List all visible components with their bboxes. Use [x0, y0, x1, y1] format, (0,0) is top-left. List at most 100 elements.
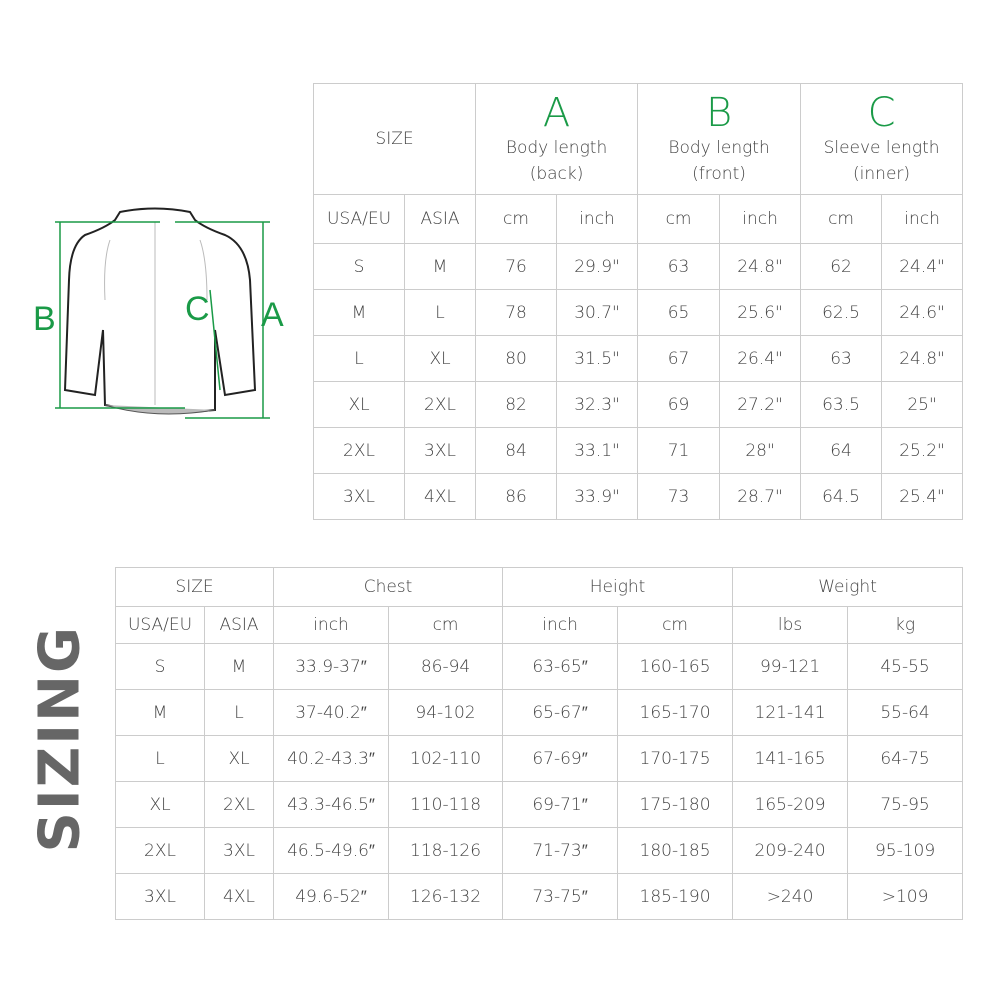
table-cell: 67 — [637, 335, 721, 382]
table-cell: 102-110 — [388, 735, 504, 782]
table-cell: 37-40.2″ — [273, 689, 390, 736]
table-row: 3XL 4XL 49.6-52″ 126-132 73-75″ 185-190 >240 >1… — [115, 873, 964, 920]
table-cell: 3XL — [313, 473, 405, 520]
table-cell: 84 — [475, 427, 558, 474]
table-cell: 40.2-43.3″ — [273, 735, 390, 782]
table-row: L XL 80 31.5" 67 26.4" 63 24.8" — [313, 335, 964, 382]
column-header: inch — [502, 606, 619, 644]
table-row: L XL 40.2-43.3″ 102-110 67-69″ 170-175 141-165… — [115, 735, 964, 782]
table-cell: 3XL — [403, 427, 477, 474]
table-cell: 4XL — [203, 873, 275, 920]
table-cell: 86 — [475, 473, 558, 520]
table-cell: 24.4" — [881, 243, 964, 290]
table-cell: 24.8" — [719, 243, 802, 290]
column-header: USA/EU — [115, 606, 205, 644]
size-header: SIZE — [312, 83, 477, 195]
table-cell: 180-185 — [617, 827, 734, 874]
column-header: inch — [719, 194, 802, 244]
table-cell: XL — [203, 735, 275, 782]
garment-measurements-table: SIZE A Body length (back) B Body length (fro… — [312, 83, 964, 520]
table-cell: 63.5 — [800, 381, 883, 428]
table-cell: 121-141 — [732, 689, 849, 736]
table-cell: 63-65″ — [502, 643, 619, 690]
table-row: M L 78 30.7" 65 25.6" 62.5 24.6" — [313, 289, 964, 336]
table-cell: S — [115, 643, 205, 690]
table-cell: XL — [115, 781, 205, 828]
table-cell: 73 — [637, 473, 721, 520]
table-cell: 24.6" — [881, 289, 964, 336]
table-cell: 64-75 — [847, 735, 964, 782]
table-cell: 141-165 — [732, 735, 849, 782]
table-cell: 33.9" — [556, 473, 639, 520]
column-header: ASIA — [203, 606, 275, 644]
table-cell: 69-71″ — [502, 781, 619, 828]
table-cell: 126-132 — [388, 873, 504, 920]
table-cell: 165-209 — [732, 781, 849, 828]
table-cell: M — [313, 289, 405, 336]
group-b-header: B Body length (front) — [637, 83, 802, 195]
table-cell: 2XL — [115, 827, 205, 874]
chest-header: Chest — [273, 567, 504, 607]
table-cell: 29.9" — [556, 243, 639, 290]
table-cell: 67-69″ — [502, 735, 619, 782]
table-row: XL 2XL 82 32.3" 69 27.2" 63.5 25" — [313, 381, 964, 428]
table-row: M L 37-40.2″ 94-102 65-67″ 165-170 121-141 55-6… — [115, 689, 964, 736]
table-cell: 27.2" — [719, 381, 802, 428]
column-header: cm — [800, 194, 883, 244]
table-cell: 25.2" — [881, 427, 964, 474]
table-cell: 26.4" — [719, 335, 802, 382]
table-cell: 28" — [719, 427, 802, 474]
height-header: Height — [502, 567, 734, 607]
table-cell: 31.5" — [556, 335, 639, 382]
column-header: lbs — [732, 606, 849, 644]
column-header: ASIA — [403, 194, 477, 244]
table-row: 2XL 3XL 46.5-49.6″ 118-126 71-73″ 180-185 209-… — [115, 827, 964, 874]
table-cell: 25.6" — [719, 289, 802, 336]
jersey-diagram: B C A — [33, 207, 284, 419]
table-cell: 63 — [637, 243, 721, 290]
group-c-header: C Sleeve length (inner) — [800, 83, 964, 195]
column-header: cm — [617, 606, 734, 644]
table-cell: 62 — [800, 243, 883, 290]
table-row: S M 76 29.9" 63 24.8" 62 24.4" — [313, 243, 964, 290]
table-cell: 71-73″ — [502, 827, 619, 874]
table-cell: 24.8" — [881, 335, 964, 382]
label-b: B — [33, 300, 56, 338]
body-size-table: SIZE Chest Height Weight USA/EU ASIA inch c… — [114, 567, 964, 920]
table-cell: 65-67″ — [502, 689, 619, 736]
table-cell: 165-170 — [617, 689, 734, 736]
table-cell: 45-55 — [847, 643, 964, 690]
table-cell: 71 — [637, 427, 721, 474]
table-cell: 110-118 — [388, 781, 504, 828]
table-cell: 25" — [881, 381, 964, 428]
table-cell: 73-75″ — [502, 873, 619, 920]
column-header: inch — [881, 194, 964, 244]
column-header: inch — [273, 606, 390, 644]
table-cell: 64 — [800, 427, 883, 474]
table-cell: 75-95 — [847, 781, 964, 828]
table-cell: 118-126 — [388, 827, 504, 874]
table-cell: L — [313, 335, 405, 382]
table-cell: 160-165 — [617, 643, 734, 690]
group-a-header: A Body length (back) — [475, 83, 639, 195]
column-header: USA/EU — [313, 194, 405, 244]
subheader-row: USA/EU ASIA cm inch cm inch cm inch — [313, 194, 964, 244]
subheader-row: USA/EU ASIA inch cm inch cm lbs kg — [115, 606, 964, 644]
table-cell: 63 — [800, 335, 883, 382]
table-cell: L — [203, 689, 275, 736]
table-cell: 32.3" — [556, 381, 639, 428]
table-cell: 33.1" — [556, 427, 639, 474]
table-cell: L — [115, 735, 205, 782]
table-cell: 3XL — [203, 827, 275, 874]
table-row: S M 33.9-37″ 86-94 63-65″ 160-165 99-121 45-55 — [115, 643, 964, 690]
table-row: 3XL 4XL 86 33.9" 73 28.7" 64.5 25.4" — [313, 473, 964, 520]
column-header: cm — [475, 194, 558, 244]
table-cell: 30.7" — [556, 289, 639, 336]
table-cell: 43.3-46.5″ — [273, 781, 390, 828]
table-cell: M — [403, 243, 477, 290]
table-cell: 55-64 — [847, 689, 964, 736]
table-cell: M — [203, 643, 275, 690]
weight-header: Weight — [732, 567, 964, 607]
size-header: SIZE — [114, 567, 275, 607]
